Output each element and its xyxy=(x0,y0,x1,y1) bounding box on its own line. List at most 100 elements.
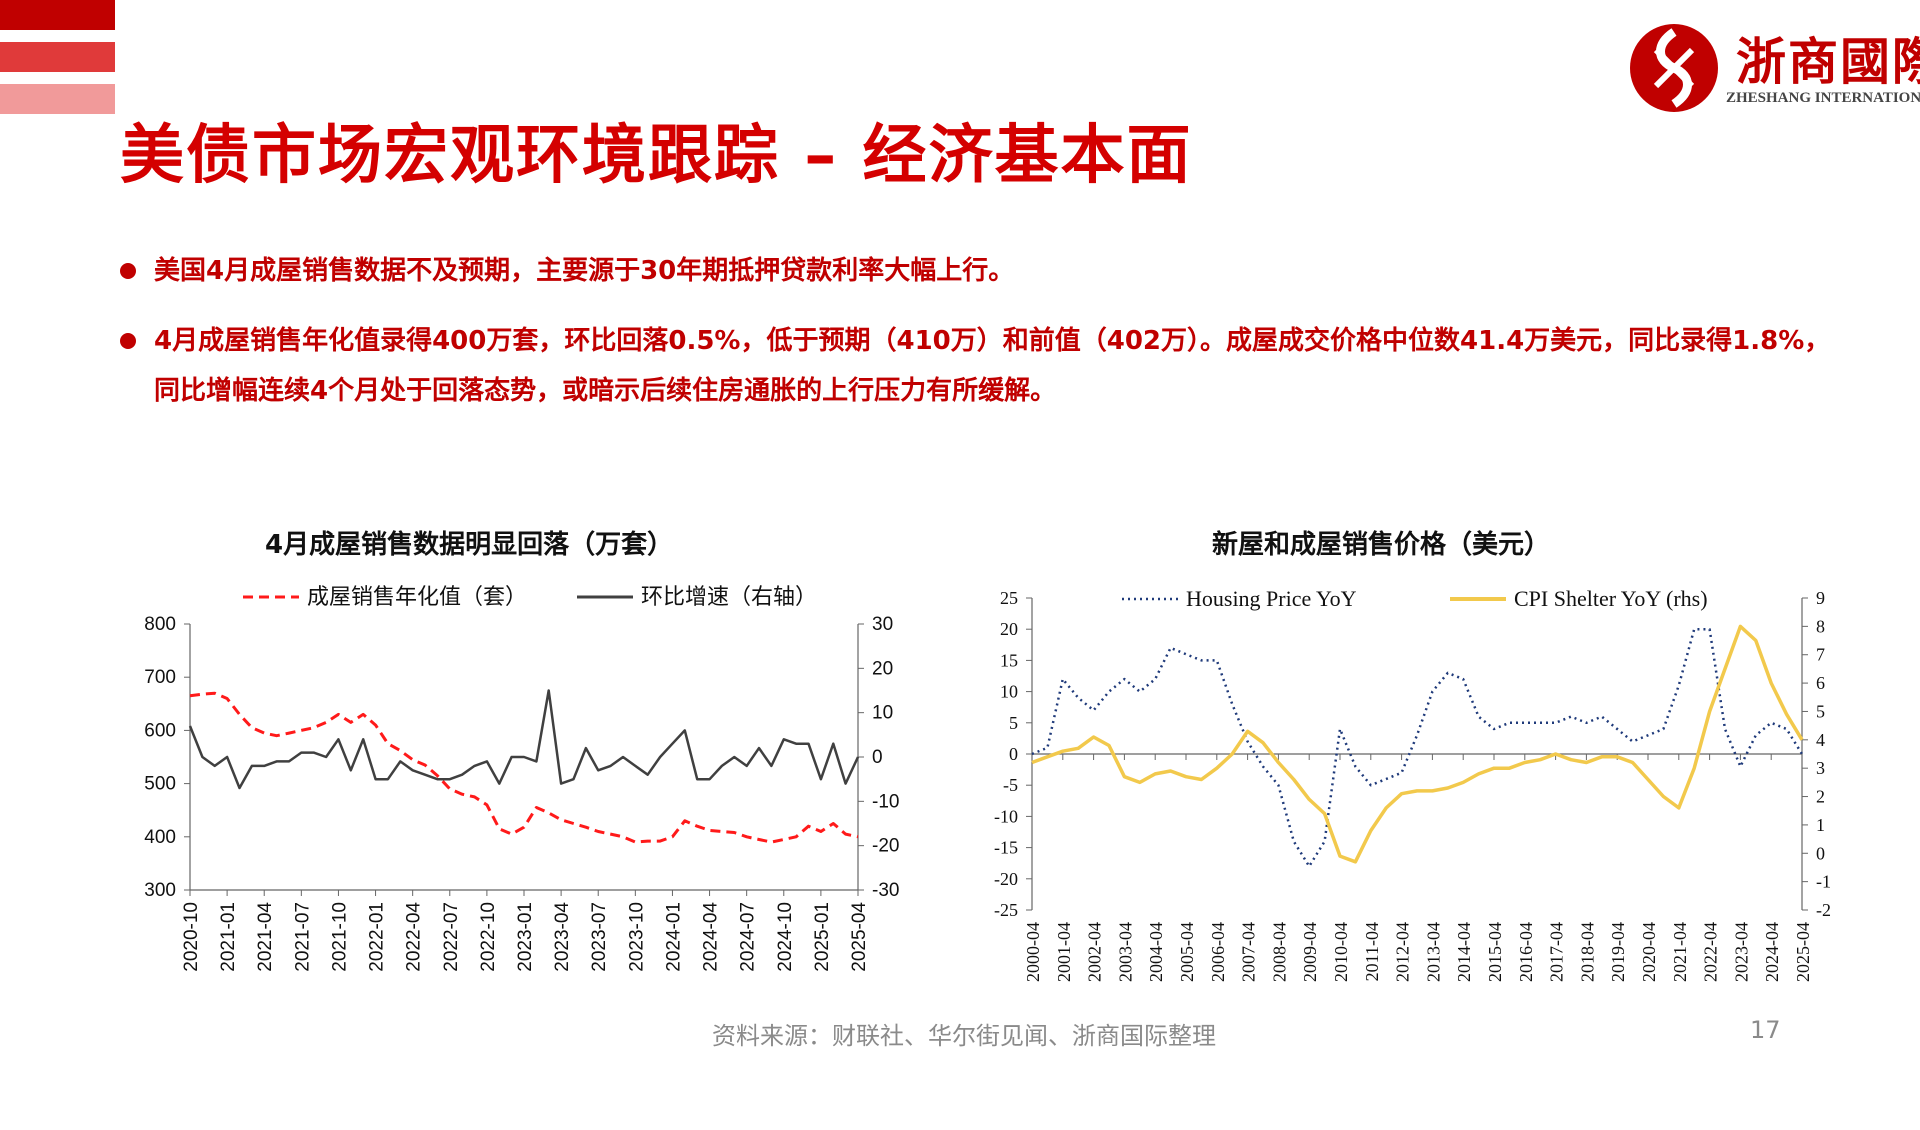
y2-tick-label: 4 xyxy=(1816,730,1825,750)
x-tick-label: 2019-04 xyxy=(1608,922,1628,982)
y2-tick-label: 30 xyxy=(872,614,893,635)
y2-tick-label: -10 xyxy=(872,791,899,812)
x-tick-label: 2000-04 xyxy=(1023,922,1043,982)
y2-tick-label: 0 xyxy=(1816,843,1825,863)
x-tick-label: 2024-04 xyxy=(701,902,722,972)
y-tick-label: -10 xyxy=(994,806,1018,826)
x-tick-label: 2023-07 xyxy=(589,902,610,972)
x-tick-label: 2024-07 xyxy=(738,902,759,972)
y-tick-label: 600 xyxy=(144,720,176,741)
logo-mark-icon xyxy=(1630,24,1718,112)
bullet-dot-icon xyxy=(120,333,136,349)
x-tick-label: 2022-07 xyxy=(441,902,462,972)
y2-tick-label: 5 xyxy=(1816,701,1825,721)
x-tick-label: 2003-04 xyxy=(1115,922,1135,982)
x-tick-label: 2005-04 xyxy=(1177,922,1197,982)
legend-label-2: CPI Shelter YoY (rhs) xyxy=(1514,586,1708,611)
y2-tick-label: 20 xyxy=(872,658,893,679)
company-logo: 浙商國際 ZHESHANG INTERNATIONAL xyxy=(1626,20,1920,115)
y2-tick-label: 2 xyxy=(1816,787,1825,807)
x-tick-label: 2025-04 xyxy=(849,902,870,972)
footer-source: 资料来源：财联社、华尔街见闻、浙商国际整理 xyxy=(712,1022,1216,1050)
y-tick-label: -25 xyxy=(994,900,1018,920)
y-tick-label: 10 xyxy=(1000,682,1018,702)
y2-tick-label: 3 xyxy=(1816,758,1825,778)
x-tick-label: 2012-04 xyxy=(1393,922,1413,982)
y-tick-label: 0 xyxy=(1009,744,1018,764)
x-tick-label: 2015-04 xyxy=(1485,922,1505,982)
x-tick-label: 2011-04 xyxy=(1362,922,1382,981)
x-tick-label: 2021-01 xyxy=(218,902,239,972)
y2-tick-label: 7 xyxy=(1816,645,1825,665)
x-tick-label: 2007-04 xyxy=(1239,922,1259,982)
x-tick-label: 2023-01 xyxy=(515,902,536,972)
x-tick-label: 2023-04 xyxy=(1731,922,1751,982)
chart1-existing-home-sales: 300 400 500 600 700 800 -30 -20 -10 0 10 20 30 2020-1… xyxy=(144,585,899,972)
x-tick-label: 2004-04 xyxy=(1146,922,1166,982)
bullet-item-1: 美国4月成屋销售数据不及预期，主要源于30年期抵押贷款利率大幅上行。 xyxy=(120,246,1840,296)
bullet-dot-icon xyxy=(120,263,136,279)
x-tick-label: 2009-04 xyxy=(1300,922,1320,982)
x-tick-label: 2023-10 xyxy=(626,902,647,972)
x-tick-label: 2024-10 xyxy=(775,902,796,972)
x-tick-label: 2022-10 xyxy=(478,902,499,972)
y-tick-label: 25 xyxy=(1000,588,1018,608)
page-number: 17 xyxy=(1750,1016,1781,1044)
x-tick-label: 2018-04 xyxy=(1577,922,1597,982)
header-stripe-2 xyxy=(0,42,115,72)
x-tick-label: 2021-10 xyxy=(329,902,350,972)
page-title: 美债市场宏观环境跟踪 – 经济基本面 xyxy=(120,119,1193,193)
x-tick-label: 2021-07 xyxy=(292,902,313,972)
x-tick-label: 2021-04 xyxy=(255,902,276,972)
chart1-title: 4月成屋销售数据明显回落（万套） xyxy=(265,530,674,560)
bullet-item-2: 4月成屋销售年化值录得400万套，环比回落0.5%，低于预期（410万）和前值（… xyxy=(120,316,1840,416)
y-tick-label: -5 xyxy=(1003,775,1018,795)
header-stripe-3 xyxy=(0,84,115,114)
x-tick-label: 2025-04 xyxy=(1793,922,1813,982)
x-tick-label: 2020-04 xyxy=(1639,922,1659,982)
y-tick-label: 300 xyxy=(144,880,176,901)
x-tick-label: 2022-04 xyxy=(1701,922,1721,982)
x-tick-label: 2013-04 xyxy=(1423,922,1443,982)
y2-tick-label: 1 xyxy=(1816,815,1825,835)
x-tick-label: 2016-04 xyxy=(1516,922,1536,982)
legend-label-2: 环比增速（右轴） xyxy=(641,585,817,610)
series-line-2 xyxy=(1031,624,1804,864)
logo-english-name: ZHESHANG INTERNATIONAL xyxy=(1726,90,1920,106)
y2-tick-label: -30 xyxy=(872,880,899,901)
y2-tick-label: -2 xyxy=(1816,900,1831,920)
x-tick-label: 2006-04 xyxy=(1208,922,1228,982)
series-line-2 xyxy=(188,689,860,790)
y2-tick-label: -1 xyxy=(1816,872,1831,892)
x-tick-label: 2001-04 xyxy=(1054,922,1074,982)
x-tick-label: 2008-04 xyxy=(1269,922,1289,982)
y-tick-label: 15 xyxy=(1000,650,1018,670)
bullet-text-1: 美国4月成屋销售数据不及预期，主要源于30年期抵押贷款利率大幅上行。 xyxy=(154,256,1015,286)
series-line-1 xyxy=(1031,627,1804,868)
y-tick-label: -15 xyxy=(994,838,1018,858)
y2-tick-label: -20 xyxy=(872,836,899,857)
x-tick-label: 2024-01 xyxy=(663,902,684,972)
y-tick-label: -20 xyxy=(994,869,1018,889)
chart2-title: 新屋和成屋销售价格（美元） xyxy=(1212,530,1551,560)
legend-label-1: 成屋销售年化值（套） xyxy=(307,585,527,610)
x-tick-label: 2024-04 xyxy=(1762,922,1782,982)
header-stripe-1 xyxy=(0,0,115,30)
chart2-home-price-vs-shelter: -25-20-15-10-50510152025-2-1012345678920… xyxy=(994,586,1831,982)
y-tick-label: 5 xyxy=(1009,713,1018,733)
y2-tick-label: 0 xyxy=(872,747,883,768)
y2-tick-label: 6 xyxy=(1816,673,1825,693)
x-tick-label: 2025-01 xyxy=(812,902,833,972)
y-tick-label: 400 xyxy=(144,827,176,848)
y-tick-label: 500 xyxy=(144,774,176,795)
x-tick-label: 2023-04 xyxy=(552,902,573,972)
x-tick-label: 2002-04 xyxy=(1085,922,1105,982)
y2-tick-label: 8 xyxy=(1816,616,1825,636)
y-tick-label: 800 xyxy=(144,614,176,635)
y-tick-label: 20 xyxy=(1000,619,1018,639)
y2-tick-label: 9 xyxy=(1816,588,1825,608)
x-tick-label: 2020-10 xyxy=(181,902,202,972)
legend-label-1: Housing Price YoY xyxy=(1186,586,1357,611)
x-tick-label: 2021-04 xyxy=(1670,922,1690,982)
y2-tick-label: 10 xyxy=(872,703,893,724)
